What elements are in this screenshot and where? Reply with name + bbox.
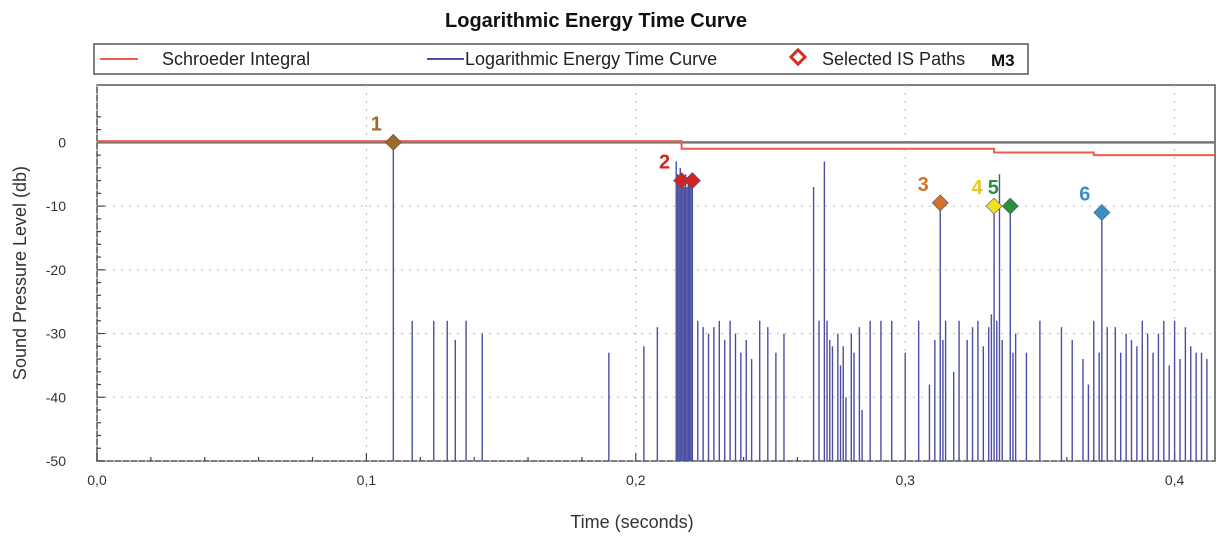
schroeder-integral-line xyxy=(97,140,1215,157)
x-tick-label: 0,4 xyxy=(1165,472,1185,488)
is-path-marker xyxy=(683,172,701,190)
legend-label-selected-is-paths: Selected IS Paths xyxy=(822,49,965,69)
is-path-label: 3 xyxy=(918,174,929,196)
legend-box xyxy=(93,43,1029,75)
is-path-label: 2 xyxy=(659,152,670,174)
y-axis: 0 -10 -20 -30 -40 -50 xyxy=(46,116,105,469)
y-axis-label: Sound Pressure Level (db) xyxy=(10,166,30,380)
y-tick-label: -20 xyxy=(46,262,66,278)
y-tick-label: 0 xyxy=(58,134,66,150)
x-tick-label: 0,1 xyxy=(357,472,377,488)
is-path-marker xyxy=(384,133,402,151)
is-path-marker xyxy=(931,194,949,212)
is-path-marker xyxy=(1001,197,1019,215)
letc-impulses xyxy=(392,142,1208,461)
is-path-label: 1 xyxy=(371,113,382,135)
is-path-marker xyxy=(1093,204,1111,221)
is-path-label: 6 xyxy=(1079,183,1090,205)
plot-frame xyxy=(96,84,1216,462)
x-tick-label: 0,3 xyxy=(895,472,915,488)
y-tick-label: -30 xyxy=(46,326,66,342)
is-path-label: 5 xyxy=(988,177,999,199)
x-axis-label: Time (seconds) xyxy=(570,512,693,532)
legend: Schroeder Integral Logarithmic Energy Ti… xyxy=(93,43,1029,75)
x-tick-label: 0,2 xyxy=(626,472,646,488)
legend-swatch-selected-is-paths xyxy=(788,47,808,67)
legend-label-schroeder: Schroeder Integral xyxy=(162,49,310,69)
is-path-marker xyxy=(985,197,1003,215)
selected-is-paths: 1 2 3 4 5 6 xyxy=(371,113,1111,221)
y-tick-label: -10 xyxy=(46,198,66,214)
x-axis: 0,0 0,1 0,2 0,3 0,4 xyxy=(87,453,1185,488)
y-tick-label: -40 xyxy=(46,389,66,405)
legend-label-letc: Logarithmic Energy Time Curve xyxy=(465,49,717,69)
chart-title: Logarithmic Energy Time Curve xyxy=(445,10,747,32)
y-tick-label: -50 xyxy=(46,453,66,469)
is-path-label: 4 xyxy=(972,177,984,199)
legend-badge: M3 xyxy=(991,51,1015,70)
x-tick-label: 0,0 xyxy=(87,472,107,488)
